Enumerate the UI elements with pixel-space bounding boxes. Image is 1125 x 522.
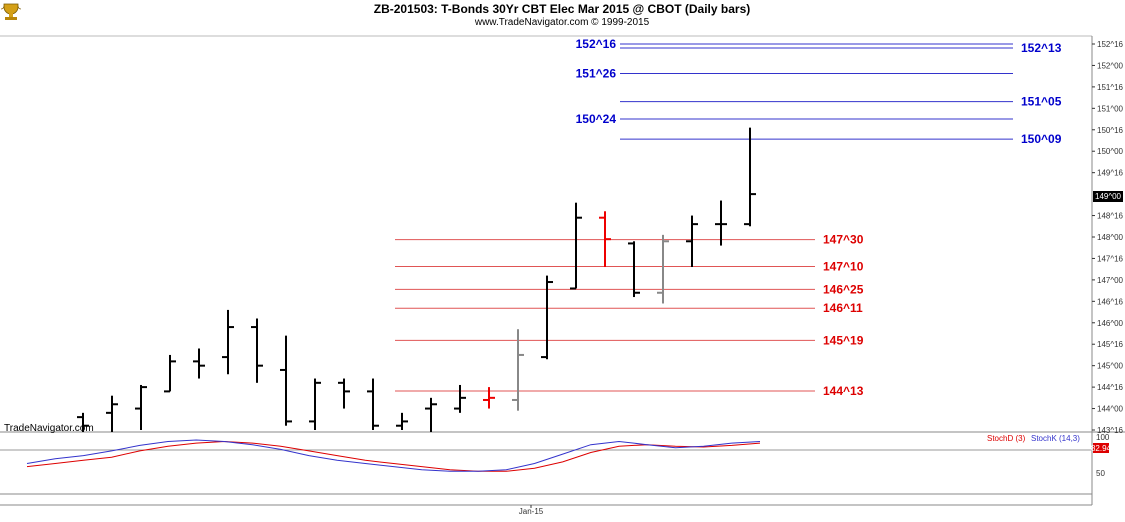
ohlc-bar [570, 202, 582, 290]
price-tick-label: 148^00 [1097, 233, 1124, 242]
price-tick-label: 143^16 [1097, 426, 1124, 435]
ohlc-bar [686, 215, 698, 268]
level-label: 147^10 [823, 259, 864, 273]
level-label: 146^25 [823, 282, 864, 296]
price-tick-label: 152^00 [1097, 61, 1124, 70]
stoch-k-line [26, 439, 761, 472]
ohlc-bar [657, 234, 669, 304]
ohlc-bar [135, 384, 147, 430]
stoch-tick-100: 100 [1096, 433, 1110, 442]
level-label: 151^26 [576, 66, 617, 80]
level-label: 152^16 [576, 37, 617, 51]
price-tick-label: 145^00 [1097, 362, 1124, 371]
ohlc-bar [367, 378, 379, 430]
watermark: TradeNavigator.com [4, 423, 94, 434]
price-axis-ticks: 152^16 152^00 151^16 151^00 150^16 150^00 149^… [1092, 40, 1124, 435]
price-bars [77, 127, 756, 432]
level-label: 151^05 [1021, 95, 1062, 109]
ohlc-bar [425, 397, 437, 432]
stoch-d-line [26, 440, 761, 472]
price-tick-label: 145^16 [1097, 340, 1124, 349]
stoch-value-badge [1093, 443, 1109, 453]
ohlc-bar [251, 318, 263, 383]
level-lines: 152^16 152^13 151^26 151^05 150^24 150^09 147^… [395, 37, 1062, 398]
trophy-logo-icon [0, 3, 22, 20]
price-tick-label: 147^00 [1097, 276, 1124, 285]
ohlc-bar [541, 275, 553, 360]
current-price-badge [1093, 191, 1123, 202]
price-tick-label: 151^00 [1097, 104, 1124, 113]
level-label: 146^11 [823, 301, 863, 315]
ohlc-bar [309, 378, 321, 430]
stochastic-panel [0, 439, 1092, 472]
level-label: 150^09 [1021, 132, 1062, 146]
price-tick-label: 146^16 [1097, 297, 1124, 306]
ohlc-bar [512, 329, 524, 411]
level-label: 144^13 [823, 384, 864, 398]
chart-subtitle: www.TradeNavigator.com © 1999-2015 [474, 17, 650, 28]
price-tick-label: 152^16 [1097, 40, 1124, 49]
ohlc-bar [280, 335, 292, 426]
price-tick-label: 144^00 [1097, 405, 1124, 414]
price-tick-label: 151^16 [1097, 83, 1124, 92]
ohlc-bar [77, 412, 89, 432]
ohlc-bar [396, 412, 408, 430]
time-axis-label: Jan-15 [519, 507, 544, 516]
ohlc-bar [222, 309, 234, 375]
ohlc-bar [106, 395, 118, 432]
stoch-value-label: 82.94 [1091, 444, 1112, 453]
price-tick-label: 150^16 [1097, 126, 1124, 135]
ohlc-bar [744, 127, 756, 227]
ohlc-bar [715, 200, 727, 246]
ohlc-bar [193, 348, 205, 379]
ohlc-bar [338, 378, 350, 409]
stoch-d-legend: StochD (3) [987, 434, 1026, 443]
stoch-tick-50: 50 [1096, 469, 1105, 478]
ohlc-bar [483, 387, 495, 409]
price-tick-label: 147^16 [1097, 254, 1124, 263]
price-tick-label: 149^16 [1097, 169, 1124, 178]
stoch-k-legend: StochK (14,3) [1031, 434, 1080, 443]
level-label: 145^19 [823, 333, 864, 347]
level-label: 152^13 [1021, 41, 1062, 55]
level-label: 147^30 [823, 233, 864, 247]
ohlc-bar [599, 211, 611, 268]
ohlc-bar [454, 384, 466, 413]
ohlc-bar [164, 354, 176, 393]
price-tick-label: 144^16 [1097, 383, 1124, 392]
price-tick-label: 146^00 [1097, 319, 1124, 328]
price-tick-label: 150^00 [1097, 147, 1124, 156]
ohlc-bar [628, 241, 640, 298]
level-label: 150^24 [576, 112, 617, 126]
chart-title: ZB-201503: T-Bonds 30Yr CBT Elec Mar 201… [374, 2, 751, 16]
current-price-label: 149^00 [1095, 192, 1122, 201]
price-tick-label: 148^16 [1097, 212, 1124, 221]
